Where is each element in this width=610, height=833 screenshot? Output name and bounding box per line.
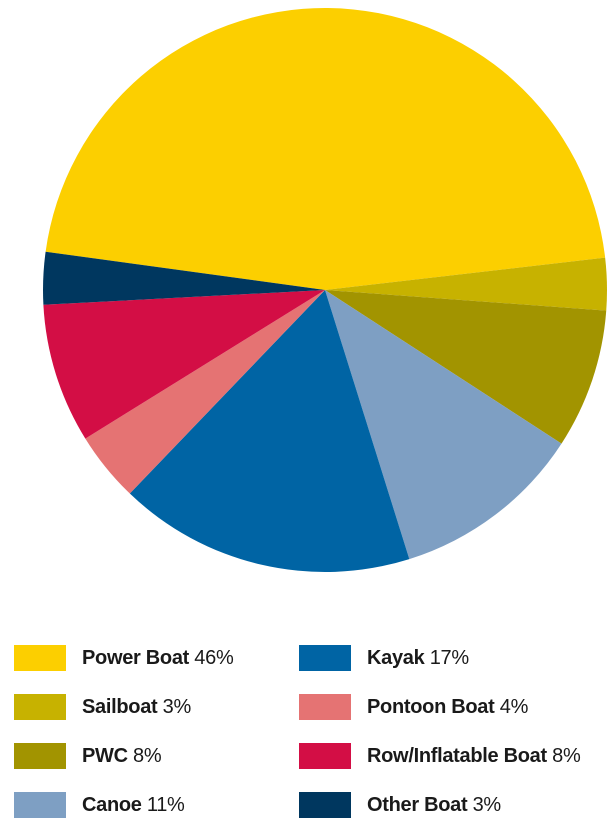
legend-value: 3% [472, 793, 502, 816]
pie-slice-power-boat [45, 8, 606, 291]
legend-label: PWC [82, 744, 128, 767]
legend-text: Canoe 11% [82, 794, 185, 817]
legend-label: Sailboat [82, 695, 158, 718]
legend-label: Canoe [82, 793, 142, 816]
pie-chart [43, 8, 607, 573]
legend-label: Row/Inflatable Boat [367, 744, 547, 767]
legend: Power Boat 46% Sailboat 3% PWC 8% Canoe … [0, 640, 610, 820]
legend-label: Power Boat [82, 646, 190, 669]
legend-text: Kayak 17% [367, 647, 469, 670]
legend-item-kayak: Kayak 17% [299, 642, 469, 674]
legend-item-pontoon-boat: Pontoon Boat 4% [299, 691, 528, 723]
legend-value: 4% [499, 695, 529, 718]
legend-item-pwc: PWC 8% [14, 740, 162, 772]
legend-swatch-kayak [299, 645, 351, 671]
legend-swatch-pontoon-boat [299, 694, 351, 720]
legend-swatch-row-inflatable-boat [299, 743, 351, 769]
legend-item-other-boat: Other Boat 3% [299, 789, 501, 821]
legend-label: Other Boat [367, 793, 468, 816]
legend-value: 17% [429, 646, 469, 669]
legend-label: Pontoon Boat [367, 695, 495, 718]
legend-text: Power Boat 46% [82, 646, 234, 670]
legend-text: Sailboat 3% [82, 696, 191, 719]
pie-slice-sailboat [325, 257, 607, 311]
legend-swatch-canoe [14, 792, 66, 818]
pie-slice-kayak [129, 290, 410, 573]
pie-slice-other-boat [43, 251, 326, 305]
legend-swatch-other-boat [299, 792, 351, 818]
legend-text: Row/Inflatable Boat 8% [367, 744, 581, 768]
legend-swatch-pwc [14, 743, 66, 769]
legend-item-sailboat: Sailboat 3% [14, 691, 191, 723]
legend-value: 8% [552, 744, 581, 767]
legend-item-row-inflatable-boat: Row/Inflatable Boat 8% [299, 740, 581, 772]
legend-text: Other Boat 3% [367, 794, 501, 817]
legend-item-power-boat: Power Boat 46% [14, 642, 234, 674]
legend-value: 8% [133, 744, 162, 767]
pie-slice-canoe [325, 290, 562, 560]
legend-text: PWC 8% [82, 744, 162, 768]
legend-label: Kayak [367, 646, 425, 669]
legend-value: 3% [162, 695, 192, 718]
legend-item-canoe: Canoe 11% [14, 789, 185, 821]
legend-value: 46% [194, 646, 234, 669]
legend-text: Pontoon Boat 4% [367, 696, 528, 719]
pie-slice-row-inflatable-boat [43, 290, 325, 439]
legend-swatch-power-boat [14, 645, 66, 671]
legend-value: 11% [146, 793, 185, 816]
legend-swatch-sailboat [14, 694, 66, 720]
pie-slice-pwc [325, 290, 607, 444]
pie-slice-pontoon-boat [85, 290, 325, 494]
